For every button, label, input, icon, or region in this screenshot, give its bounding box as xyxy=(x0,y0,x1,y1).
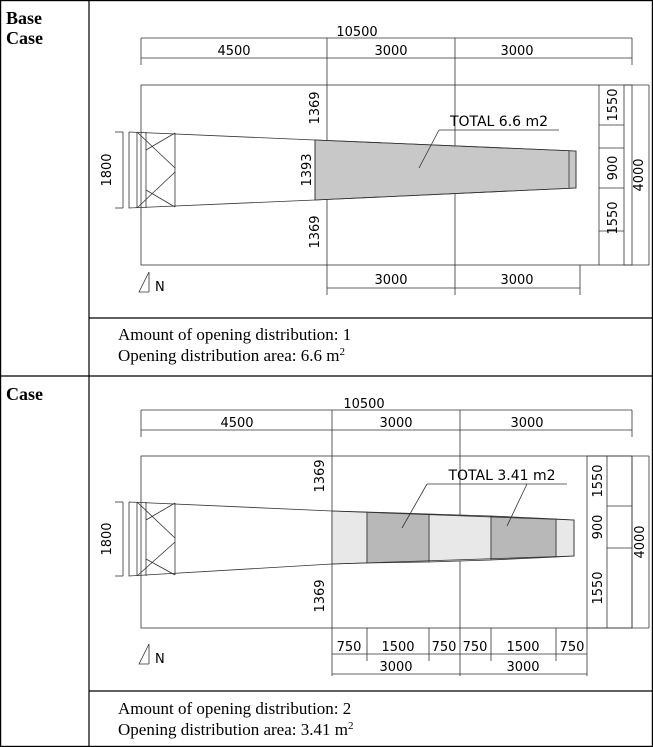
sub-dim-5: 1500 xyxy=(506,640,539,655)
right-middle-dim: 900 xyxy=(606,156,621,181)
north-arrow-icon xyxy=(138,271,150,293)
base-case-plan-drawing: N 10500 4500 3000 3000 TOTAL 6.6 m2 1369… xyxy=(100,25,650,295)
right-bottom-dim: 1550 xyxy=(591,571,606,604)
overall-length-dim: 10500 xyxy=(343,397,384,412)
bottom-segment-2-dim: 3000 xyxy=(506,660,539,675)
sub-dim-2: 1500 xyxy=(381,640,414,655)
upper-offset-dim: 1369 xyxy=(313,459,328,492)
row-label-base-case: Base Case xyxy=(6,8,43,48)
north-label: N xyxy=(155,280,165,295)
right-bottom-dim: 1550 xyxy=(606,201,621,234)
overall-length-dim: 10500 xyxy=(336,25,377,40)
lower-offset-dim: 1369 xyxy=(313,579,328,612)
north-arrow-icon xyxy=(138,643,150,665)
area-line: Opening distribution area: 6.6 m2 xyxy=(118,346,345,365)
case-caption: Amount of opening distribution: 2 Openin… xyxy=(118,698,353,740)
sub-dim-6: 750 xyxy=(560,640,585,655)
segment-1-dim: 4500 xyxy=(217,44,250,59)
bottom-segment-1-dim: 3000 xyxy=(374,273,407,288)
total-area-label: TOTAL 3.41 m2 xyxy=(447,468,555,484)
amount-line: Amount of opening distribution: 2 xyxy=(118,699,352,718)
north-label: N xyxy=(155,652,165,667)
right-top-dim: 1550 xyxy=(591,464,606,497)
row-label-line1: Base xyxy=(6,8,42,28)
segment-1-dim: 4500 xyxy=(220,416,253,431)
right-total-dim: 4000 xyxy=(632,158,647,191)
segment-3-dim: 3000 xyxy=(500,44,533,59)
row-label-case: Case xyxy=(6,384,43,404)
right-top-dim: 1550 xyxy=(606,88,621,121)
lower-offset-dim: 1369 xyxy=(308,215,323,248)
amount-line: Amount of opening distribution: 1 xyxy=(118,325,352,344)
segment-2-dim: 3000 xyxy=(374,44,407,59)
segment-3-dim: 3000 xyxy=(510,416,543,431)
row-label-line2: Case xyxy=(6,28,43,48)
sub-dim-1: 750 xyxy=(337,640,362,655)
case-plan-drawing: N 10500 4500 3000 3000 TOTAL 3.41 m2 136… xyxy=(100,397,650,676)
base-case-caption: Amount of opening distribution: 1 Openin… xyxy=(118,324,351,366)
total-area-label: TOTAL 6.6 m2 xyxy=(449,114,548,130)
bottom-segment-2-dim: 3000 xyxy=(500,273,533,288)
row-label-line1: Case xyxy=(6,384,43,404)
area-line: Opening distribution area: 3.41 m2 xyxy=(118,720,354,739)
right-middle-dim: 900 xyxy=(591,515,606,540)
right-total-dim: 4000 xyxy=(633,525,648,558)
left-height-dim: 1800 xyxy=(100,522,115,555)
left-height-dim: 1800 xyxy=(100,153,115,186)
mid-height-dim: 1393 xyxy=(300,153,315,186)
bottom-segment-1-dim: 3000 xyxy=(379,660,412,675)
upper-offset-dim: 1369 xyxy=(308,91,323,124)
sub-dim-4: 750 xyxy=(463,640,488,655)
sub-dim-3: 750 xyxy=(432,640,457,655)
segment-2-dim: 3000 xyxy=(379,416,412,431)
